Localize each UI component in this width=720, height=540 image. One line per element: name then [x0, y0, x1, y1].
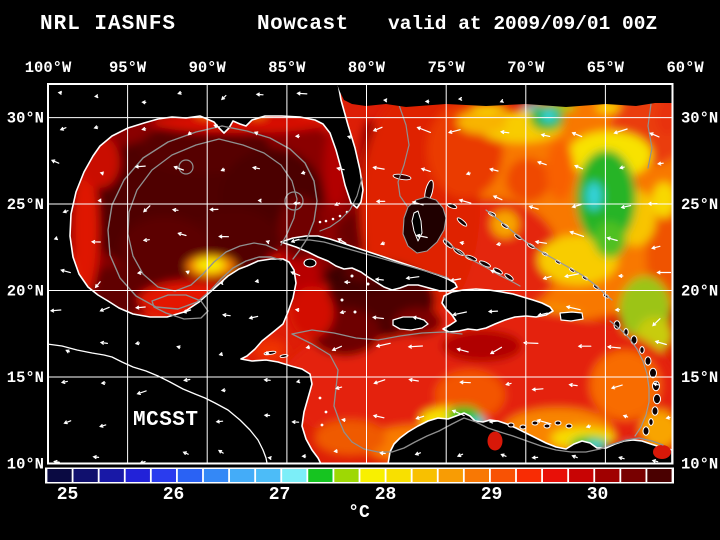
- svg-text:MCSST: MCSST: [133, 409, 199, 432]
- svg-text:95°W: 95°W: [109, 59, 147, 77]
- svg-text:26: 26: [163, 485, 185, 505]
- svg-text:75°W: 75°W: [428, 59, 466, 77]
- svg-text:25°N: 25°N: [681, 196, 718, 214]
- svg-text:29: 29: [481, 485, 503, 505]
- svg-text:60°W: 60°W: [666, 59, 704, 77]
- svg-text:30: 30: [587, 485, 609, 505]
- svg-text:25: 25: [57, 485, 79, 505]
- svg-text:27: 27: [269, 485, 291, 505]
- svg-text:80°W: 80°W: [348, 59, 386, 77]
- svg-text:85°W: 85°W: [268, 59, 306, 77]
- svg-text:20°N: 20°N: [681, 283, 718, 301]
- svg-text:°C: °C: [348, 503, 370, 523]
- svg-text:valid at 2009/09/01 00Z: valid at 2009/09/01 00Z: [388, 13, 657, 35]
- svg-text:28: 28: [375, 485, 397, 505]
- svg-text:10°N: 10°N: [681, 456, 718, 474]
- svg-text:30°N: 30°N: [7, 110, 44, 128]
- svg-text:70°W: 70°W: [507, 59, 545, 77]
- svg-text:Nowcast: Nowcast: [257, 13, 349, 36]
- svg-text:30°N: 30°N: [681, 110, 718, 128]
- svg-text:NRL IASNFS: NRL IASNFS: [40, 13, 176, 36]
- svg-text:100°W: 100°W: [25, 59, 72, 77]
- svg-text:20°N: 20°N: [7, 283, 44, 301]
- svg-text:90°W: 90°W: [189, 59, 227, 77]
- svg-text:25°N: 25°N: [7, 196, 44, 214]
- svg-text:10°N: 10°N: [7, 456, 44, 474]
- svg-text:15°N: 15°N: [681, 369, 718, 387]
- svg-text:15°N: 15°N: [7, 369, 44, 387]
- svg-text:65°W: 65°W: [587, 59, 625, 77]
